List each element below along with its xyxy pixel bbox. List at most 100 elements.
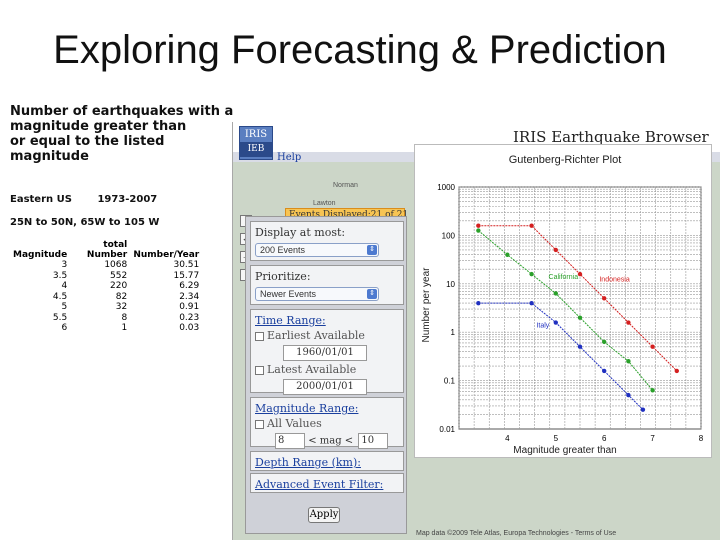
series-point xyxy=(577,315,583,320)
table-cell: 15.77 xyxy=(173,270,200,281)
all-values-checkbox[interactable] xyxy=(255,419,264,429)
depth-section: Depth Range (km): xyxy=(250,451,404,471)
series-point xyxy=(476,228,481,233)
filter-panel: Display at most: 200 Events ⇕ Prioritize… xyxy=(245,216,407,534)
gr-plot-title: Gutenberg-Richter Plot xyxy=(509,154,622,166)
series-point xyxy=(602,368,607,374)
earliest-date-input[interactable]: 1960/01/01 xyxy=(283,345,367,361)
slide-title: Exploring Forecasting & Prediction xyxy=(53,28,667,72)
series-point xyxy=(529,300,534,306)
gutenberg-richter-plot: Gutenberg-Richter Plot Magnitude greater… xyxy=(414,144,712,458)
table-row: 3 1068 30.51 xyxy=(10,260,202,271)
time-range-link[interactable]: Time Range: xyxy=(255,314,326,327)
series-point xyxy=(476,300,481,306)
series-point xyxy=(640,407,646,412)
series-point xyxy=(626,392,631,398)
earthquake-table: Number of earthquakes with a magnitude g… xyxy=(10,104,240,334)
y-tick-label: 1000 xyxy=(437,183,455,192)
earliest-checkbox[interactable] xyxy=(255,331,264,341)
series-line-indonesia xyxy=(478,225,678,372)
chevron-down-icon: ⇕ xyxy=(367,245,377,255)
gr-grid xyxy=(458,186,702,430)
table-cell: 82 xyxy=(115,291,128,302)
prioritize-section: Prioritize: Newer Events ⇕ xyxy=(250,265,404,305)
series-point xyxy=(626,359,631,364)
series-line-italy xyxy=(478,302,644,410)
gr-plot-svg: Gutenberg-Richter Plot Magnitude greater… xyxy=(421,154,704,456)
table-row: 5.5 8 0.23 xyxy=(10,313,202,324)
col-header: Number/Year xyxy=(133,250,200,260)
advanced-filter-link[interactable]: Advanced Event Filter: xyxy=(255,478,384,491)
latest-checkbox[interactable] xyxy=(255,365,264,375)
gr-plot-xlabel: Magnitude greater than xyxy=(513,445,616,456)
col-header-total: total xyxy=(103,240,128,250)
table-cell: 2.34 xyxy=(179,291,200,302)
bounds-label: 25N to 50N, 65W to 105 W xyxy=(10,217,160,228)
table-row: 6 1 0.03 xyxy=(10,323,202,334)
region-label: Eastern US xyxy=(10,194,72,205)
map-attribution: Map data ©2009 Tele Atlas, Europa Techno… xyxy=(416,530,617,537)
magnitude-section: Magnitude Range: All Values 8 < mag < 10 xyxy=(250,397,404,449)
table-heading: Number of earthquakes with a magnitude g… xyxy=(10,104,234,164)
table-cell: 8 xyxy=(121,312,128,323)
gr-series: Indonesia California Italy xyxy=(476,223,679,412)
x-tick-label: 7 xyxy=(650,434,655,443)
map-label: Lawton xyxy=(313,200,336,207)
series-point xyxy=(553,320,558,325)
series-label: California xyxy=(549,274,579,281)
apply-button[interactable]: Apply xyxy=(308,507,340,523)
table-cell: 0.03 xyxy=(179,323,200,333)
years-label: 1973-2007 xyxy=(97,194,158,205)
magnitude-table: total Magnitude Number Number/Year 3 1068… xyxy=(10,240,202,334)
prioritize-select[interactable]: Newer Events ⇕ xyxy=(255,287,379,301)
table-cell: 552 xyxy=(110,270,128,281)
display-select[interactable]: 200 Events ⇕ xyxy=(255,243,379,257)
mag-max-input[interactable]: 10 xyxy=(358,433,389,449)
x-tick-label: 6 xyxy=(602,434,607,443)
table-row: 3.5 552 15.77 xyxy=(10,271,202,282)
table-cell: 0.91 xyxy=(179,302,200,312)
table-cell: 220 xyxy=(110,281,128,291)
table-cell: 1068 xyxy=(104,260,128,270)
gr-plot-ylabel: Number per year xyxy=(421,267,432,343)
table-cell: 6.29 xyxy=(179,281,200,291)
table-row: 4 220 6.29 xyxy=(10,281,202,292)
table-cell: 5 xyxy=(61,302,68,312)
y-tick-label: 0.01 xyxy=(439,425,455,434)
series-point xyxy=(553,247,558,253)
table-cell: 1 xyxy=(121,323,128,333)
col-header: Number xyxy=(86,250,128,260)
series-point xyxy=(505,252,510,257)
series-point xyxy=(650,344,655,349)
series-point xyxy=(650,388,655,393)
advanced-filter-section: Advanced Event Filter: xyxy=(250,473,404,493)
series-label: Indonesia xyxy=(599,276,629,283)
map-label: Norman xyxy=(333,182,358,189)
depth-range-link[interactable]: Depth Range (km): xyxy=(255,456,361,469)
x-tick-label: 5 xyxy=(554,434,559,443)
mag-min-input[interactable]: 8 xyxy=(275,433,305,449)
series-point xyxy=(529,223,534,228)
table-cell: 32 xyxy=(115,302,128,312)
table-cell: 4.5 xyxy=(52,291,68,302)
help-link[interactable]: Help xyxy=(277,152,302,163)
col-header: Magnitude xyxy=(13,250,68,260)
series-line-california xyxy=(478,230,653,391)
browser-title: IRIS Earthquake Browser xyxy=(513,128,709,146)
table-cell: 3.5 xyxy=(52,270,68,281)
series-point xyxy=(529,271,534,277)
table-cell: 4 xyxy=(61,281,68,291)
latest-date-input[interactable]: 2000/01/01 xyxy=(283,379,367,395)
magnitude-range-link[interactable]: Magnitude Range: xyxy=(255,402,359,415)
gr-ticks: 1000 100 10 1 0.1 0.01 4 5 6 7 8 xyxy=(437,183,704,443)
table-row: 5 32 0.91 xyxy=(10,302,202,313)
series-point xyxy=(476,223,481,228)
table-cell: 30.51 xyxy=(173,260,200,270)
table-cell: 3 xyxy=(61,260,68,270)
display-section: Display at most: 200 Events ⇕ xyxy=(250,221,404,261)
table-cell: 5.5 xyxy=(52,312,68,323)
table-row: 4.5 82 2.34 xyxy=(10,292,202,303)
series-point xyxy=(577,271,583,277)
table-cell: 0.23 xyxy=(179,312,200,323)
series-point xyxy=(602,296,607,301)
